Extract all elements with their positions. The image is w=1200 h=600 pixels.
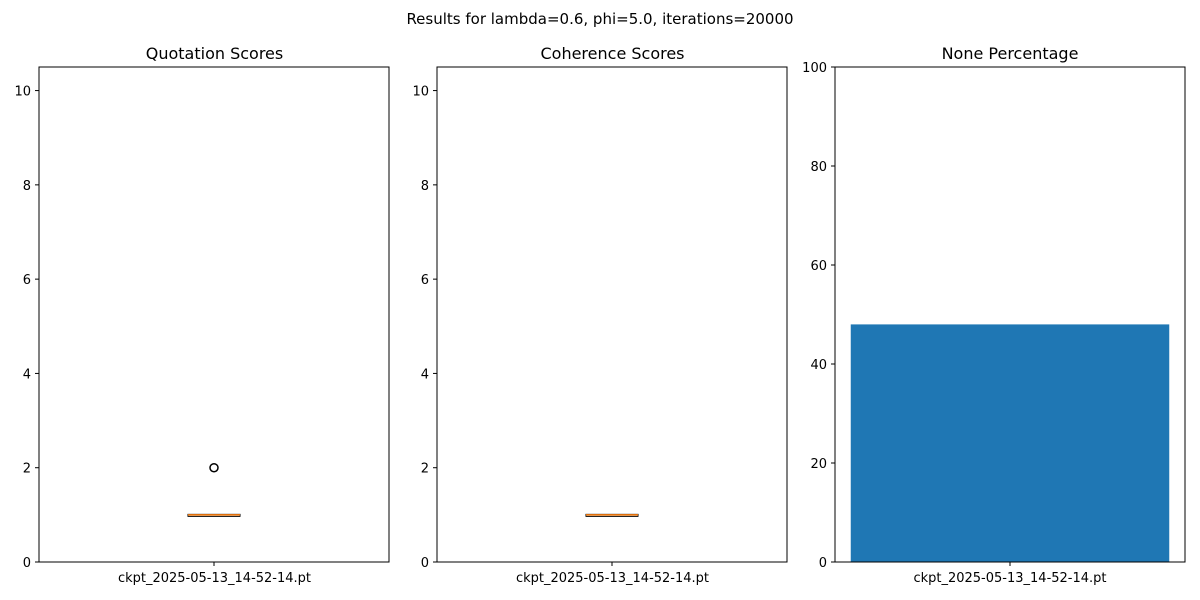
plot-area-quotation: 0 2 4 6 8 10 bbox=[14, 85, 241, 571]
y-tick-label: 8 bbox=[421, 179, 429, 194]
y-tick-label: 2 bbox=[421, 462, 429, 477]
y-tick-label: 0 bbox=[421, 556, 429, 571]
y-tick-label: 0 bbox=[819, 556, 827, 571]
axes-quotation-scores: Quotation Scores 0 2 4 6 8 10 ckpt_2025-05-13… bbox=[14, 44, 390, 586]
y-tick-label: 8 bbox=[23, 179, 31, 194]
axes-title-quotation: Quotation Scores bbox=[146, 44, 283, 63]
axes-title-none-percentage: None Percentage bbox=[942, 44, 1079, 63]
y-tick-label: 10 bbox=[412, 85, 429, 100]
x-tick-label-coherence: ckpt_2025-05-13_14-52-14.pt bbox=[516, 571, 709, 586]
axes-title-coherence: Coherence Scores bbox=[540, 44, 684, 63]
x-tick-label-quotation: ckpt_2025-05-13_14-52-14.pt bbox=[118, 571, 311, 586]
y-tick-label: 80 bbox=[810, 160, 827, 175]
axes-frame-none-percentage bbox=[834, 66, 1186, 563]
plot-area-none-percentage: 0 20 40 60 80 100 bbox=[802, 61, 1170, 571]
y-tick-label: 40 bbox=[810, 358, 827, 373]
axes-frame-coherence bbox=[436, 66, 788, 563]
axes-frame-quotation bbox=[38, 66, 390, 563]
y-tick-label: 20 bbox=[810, 457, 827, 472]
y-tick-label: 4 bbox=[421, 367, 429, 382]
x-tick-label-none-percentage: ckpt_2025-05-13_14-52-14.pt bbox=[913, 571, 1106, 586]
figure-suptitle: Results for lambda=0.6, phi=5.0, iterati… bbox=[406, 10, 793, 28]
axes-none-percentage: None Percentage 0 20 40 60 80 100 ckpt_2025-0… bbox=[802, 44, 1186, 586]
y-tick-label: 60 bbox=[810, 259, 827, 274]
y-tick-label: 6 bbox=[421, 273, 429, 288]
y-tick-label: 0 bbox=[23, 556, 31, 571]
y-tick-label: 100 bbox=[802, 61, 827, 76]
y-tick-label: 2 bbox=[23, 462, 31, 477]
y-tick-label: 6 bbox=[23, 273, 31, 288]
bar bbox=[850, 324, 1170, 562]
axes-coherence-scores: Coherence Scores 0 2 4 6 8 10 ckpt_2025-05-13… bbox=[412, 44, 788, 586]
outlier-point bbox=[209, 462, 219, 473]
y-tick-label: 4 bbox=[23, 367, 31, 382]
plot-area-coherence: 0 2 4 6 8 10 bbox=[412, 85, 639, 571]
y-tick-label: 10 bbox=[14, 85, 31, 100]
